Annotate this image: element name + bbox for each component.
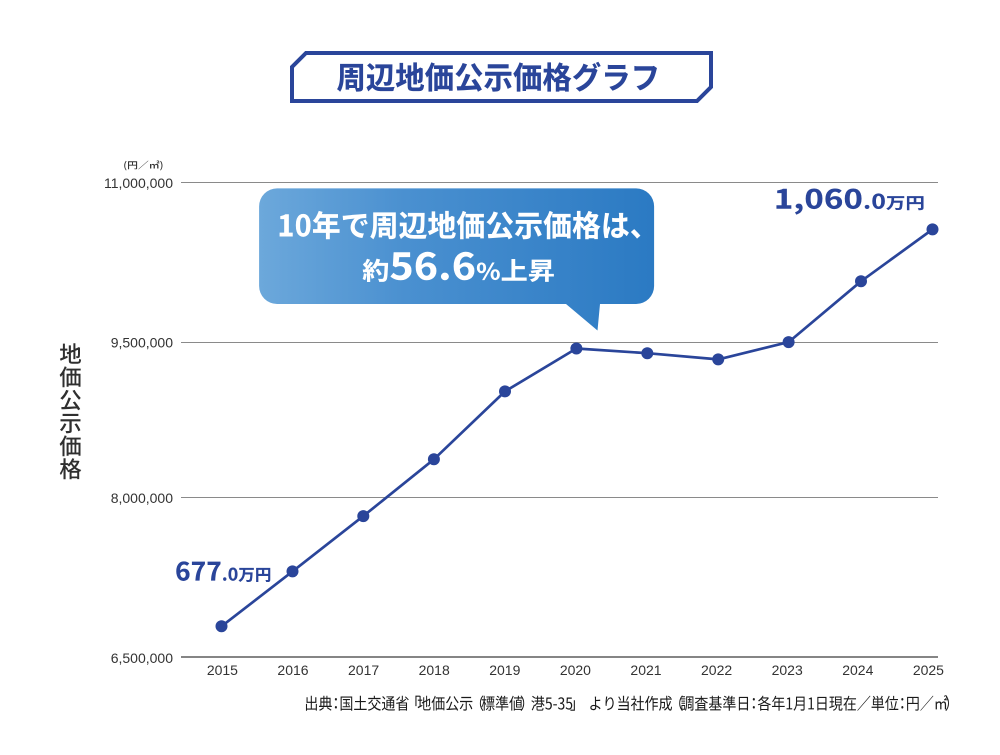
svg-text:8,000,000: 8,000,000 xyxy=(111,490,173,506)
svg-text:2021: 2021 xyxy=(630,662,661,678)
svg-text:6,500,000: 6,500,000 xyxy=(111,650,173,666)
svg-text:11,000,000: 11,000,000 xyxy=(104,175,173,191)
svg-text:2015: 2015 xyxy=(207,662,238,678)
svg-text:2023: 2023 xyxy=(772,662,803,678)
svg-text:2018: 2018 xyxy=(419,662,450,678)
svg-text:2022: 2022 xyxy=(701,662,732,678)
svg-text:2025: 2025 xyxy=(913,662,944,678)
svg-text:2016: 2016 xyxy=(277,662,308,678)
svg-text:2020: 2020 xyxy=(560,662,591,678)
svg-text:2024: 2024 xyxy=(842,662,873,678)
svg-text:2019: 2019 xyxy=(489,662,520,678)
svg-text:9,500,000: 9,500,000 xyxy=(111,335,173,351)
svg-text:2017: 2017 xyxy=(348,662,379,678)
